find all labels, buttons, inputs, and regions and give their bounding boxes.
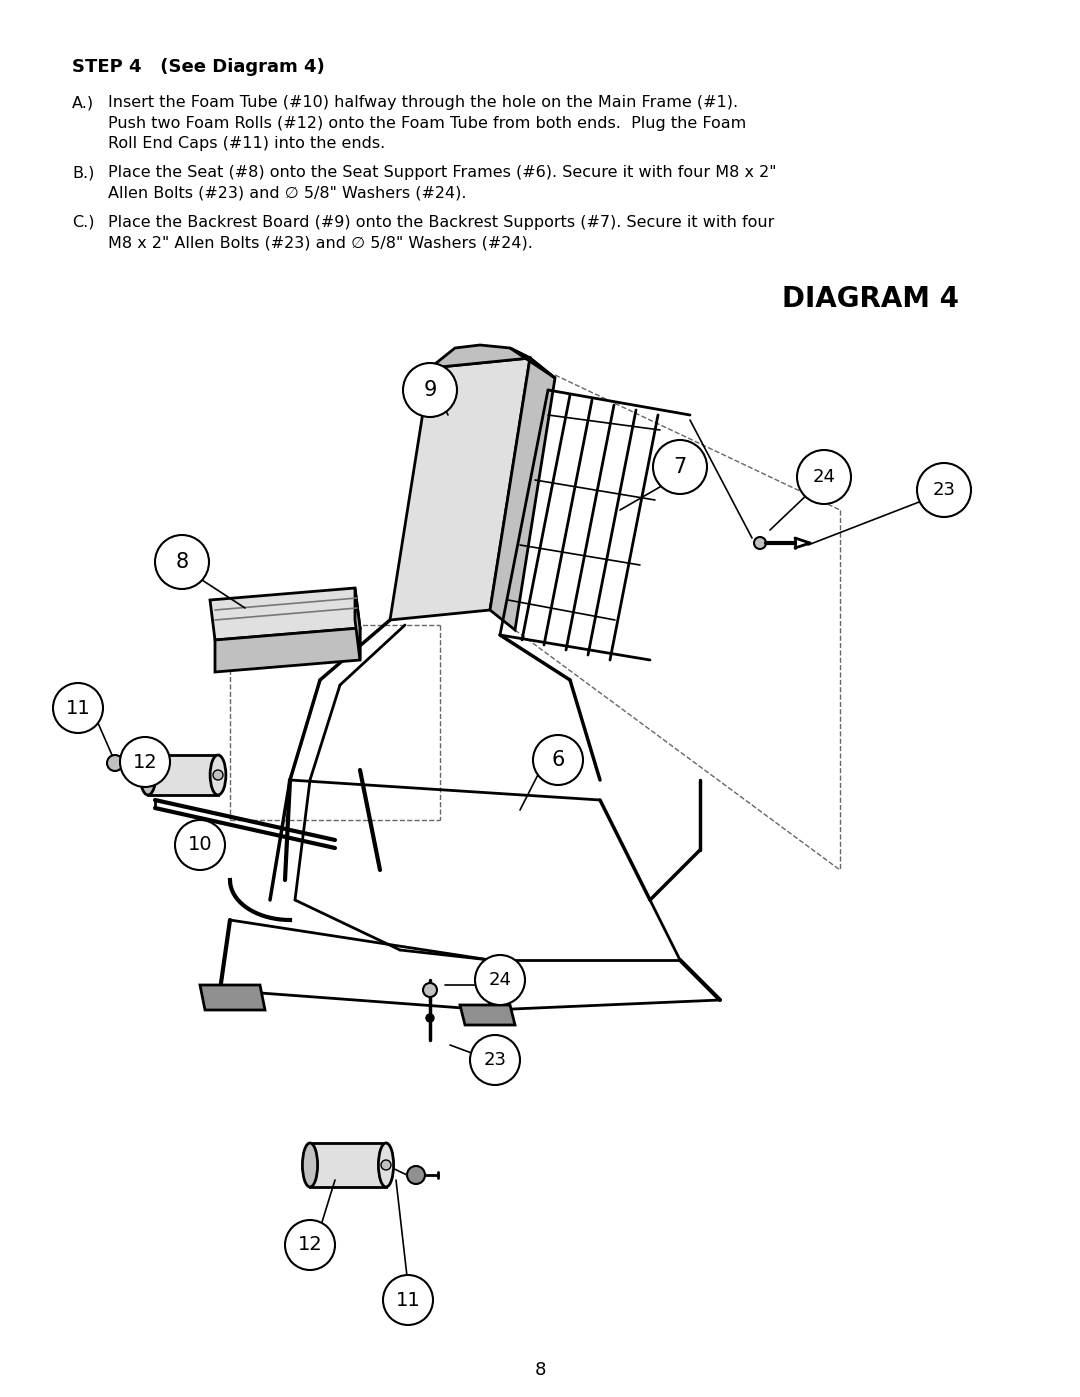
Text: 12: 12 <box>298 1235 322 1255</box>
Text: 6: 6 <box>551 750 565 770</box>
Text: 7: 7 <box>673 457 687 476</box>
Text: 23: 23 <box>932 481 956 499</box>
Polygon shape <box>310 1143 386 1187</box>
Text: 8: 8 <box>175 552 189 571</box>
Ellipse shape <box>140 754 156 795</box>
Circle shape <box>285 1220 335 1270</box>
Text: B.): B.) <box>72 165 94 180</box>
Ellipse shape <box>302 1143 318 1187</box>
Polygon shape <box>390 358 530 620</box>
Circle shape <box>383 1275 433 1324</box>
Polygon shape <box>460 1004 515 1025</box>
Circle shape <box>175 820 225 870</box>
Polygon shape <box>148 754 218 795</box>
Text: Push two Foam Rolls (#12) onto the Foam Tube from both ends.  Plug the Foam: Push two Foam Rolls (#12) onto the Foam … <box>108 116 746 131</box>
Circle shape <box>470 1035 519 1085</box>
Text: Place the Backrest Board (#9) onto the Backrest Supports (#7). Secure it with fo: Place the Backrest Board (#9) onto the B… <box>108 215 774 229</box>
Text: 24: 24 <box>488 971 512 989</box>
Polygon shape <box>200 985 265 1010</box>
Text: 11: 11 <box>395 1291 420 1309</box>
Circle shape <box>653 440 707 495</box>
Text: 9: 9 <box>423 380 436 400</box>
Text: 11: 11 <box>66 698 91 718</box>
Circle shape <box>407 1166 426 1185</box>
Text: C.): C.) <box>72 215 95 229</box>
Circle shape <box>754 536 766 549</box>
Text: Insert the Foam Tube (#10) halfway through the hole on the Main Frame (#1).: Insert the Foam Tube (#10) halfway throu… <box>108 95 738 110</box>
Text: Roll End Caps (#11) into the ends.: Roll End Caps (#11) into the ends. <box>108 137 386 151</box>
Circle shape <box>917 462 971 517</box>
Ellipse shape <box>378 1143 393 1187</box>
Text: 23: 23 <box>484 1051 507 1069</box>
Polygon shape <box>210 588 360 640</box>
Circle shape <box>403 363 457 416</box>
Text: 12: 12 <box>133 753 158 771</box>
Text: 10: 10 <box>188 835 213 855</box>
Text: Place the Seat (#8) onto the Seat Support Frames (#6). Secure it with four M8 x : Place the Seat (#8) onto the Seat Suppor… <box>108 165 777 180</box>
Circle shape <box>797 450 851 504</box>
Polygon shape <box>490 358 555 630</box>
Circle shape <box>475 956 525 1004</box>
Circle shape <box>53 683 103 733</box>
Polygon shape <box>215 629 360 672</box>
Text: DIAGRAM 4: DIAGRAM 4 <box>782 285 959 313</box>
Polygon shape <box>430 345 530 367</box>
Circle shape <box>534 735 583 785</box>
Polygon shape <box>355 588 360 659</box>
Text: A.): A.) <box>72 95 94 110</box>
Text: 24: 24 <box>812 468 836 486</box>
Circle shape <box>381 1160 391 1171</box>
Circle shape <box>107 754 123 771</box>
Polygon shape <box>510 348 555 379</box>
Circle shape <box>213 770 222 780</box>
Circle shape <box>426 1014 434 1023</box>
Text: STEP 4   (See Diagram 4): STEP 4 (See Diagram 4) <box>72 59 325 75</box>
Circle shape <box>423 983 437 997</box>
Text: 8: 8 <box>535 1361 545 1379</box>
Text: Allen Bolts (#23) and ∅ 5/8" Washers (#24).: Allen Bolts (#23) and ∅ 5/8" Washers (#2… <box>108 186 467 201</box>
Circle shape <box>120 738 170 787</box>
Circle shape <box>156 535 210 590</box>
Ellipse shape <box>211 754 226 795</box>
Text: M8 x 2" Allen Bolts (#23) and ∅ 5/8" Washers (#24).: M8 x 2" Allen Bolts (#23) and ∅ 5/8" Was… <box>108 235 532 250</box>
